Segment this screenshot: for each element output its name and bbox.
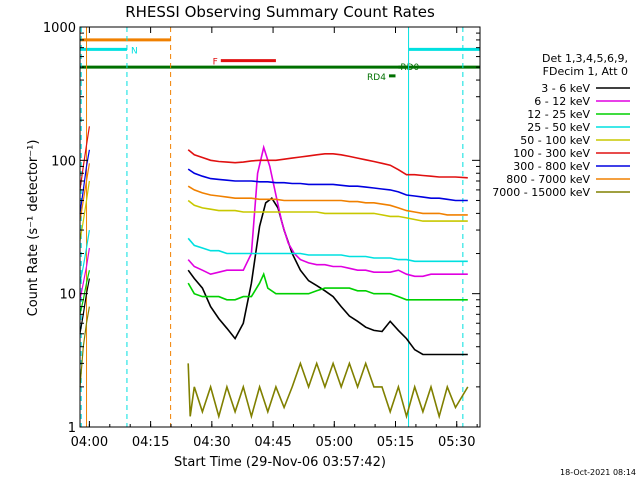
left-series-line-0 — [79, 126, 90, 190]
generated-timestamp: 18-Oct-2021 08:14 — [560, 468, 636, 477]
legend-label-3-6-kev: 3 - 6 keV — [541, 82, 590, 95]
legend-label-12-25-kev: 12 - 25 keV — [527, 108, 590, 121]
x-tick-label: 04:15 — [132, 435, 169, 450]
legend-header-line: Det 1,3,4,5,6,9, — [542, 52, 628, 65]
legend-label-50-100-kev: 50 - 100 keV — [520, 134, 590, 147]
x-tick-label: 04:30 — [193, 435, 230, 450]
left-series-line-3 — [79, 180, 90, 241]
series-line-3-6-kev — [187, 197, 468, 356]
y-tick-label: 1 — [68, 421, 76, 436]
series-line-25-50-kev — [187, 237, 468, 263]
x-tick-label: 04:45 — [254, 435, 291, 450]
flag-label-f: F — [213, 58, 218, 68]
left-series-line-5 — [79, 247, 90, 300]
series-line-100-300-kev — [187, 149, 468, 179]
legend-label-100-300-kev: 100 - 300 keV — [513, 147, 590, 160]
left-series-line-7 — [79, 278, 90, 334]
x-tick-label: 04:00 — [71, 435, 108, 450]
legend-header-line: FDecim 1, Att 0 — [543, 65, 628, 78]
flag-label-rd4: RD4 — [367, 73, 386, 83]
left-series-line-4 — [79, 230, 90, 284]
flag-label-rd0: RD0 — [400, 63, 419, 73]
y-axis-ticks: 1 10 100 1000 — [43, 21, 480, 436]
series-line-300-800-kev — [187, 168, 468, 202]
legend: Det 1,3,4,5,6,9,FDecim 1, Att 0 3 - 6 keV… — [492, 52, 630, 199]
instrument-flags: N F RD0 RD4 — [80, 38, 480, 83]
plot-frame — [79, 26, 481, 428]
series-line-800-7000-kev — [187, 185, 468, 216]
attenuator-and-night-markers — [80, 27, 464, 427]
y-tick-label: 1000 — [43, 21, 76, 36]
legend-label-300-800-kev: 300 - 800 keV — [513, 160, 590, 173]
x-tick-label: 05:15 — [377, 435, 414, 450]
left-series-line-2 — [79, 163, 90, 222]
flag-label-n: N — [131, 46, 138, 56]
legend-label-7000-15000-kev: 7000 - 15000 keV — [492, 186, 590, 199]
x-tick-label: 05:00 — [316, 435, 353, 450]
series-line-6-12-kev — [187, 144, 468, 278]
chart-title: RHESSI Observing Summary Count Rates — [125, 3, 435, 21]
series-line-12-25-kev — [187, 271, 468, 301]
left-series-line-8 — [79, 306, 90, 387]
x-tick-label: 05:30 — [438, 435, 475, 450]
y-tick-label: 100 — [51, 154, 76, 169]
series-line-7000-15000-kev — [187, 360, 469, 420]
series-line-50-100-kev — [187, 199, 468, 222]
x-axis-ticks: 04:00 04:15 04:30 04:45 05:00 05:15 05:30 — [71, 27, 478, 450]
x-axis-label: Start Time (29-Nov-06 03:57:42) — [174, 455, 386, 470]
legend-label-25-50-kev: 25 - 50 keV — [527, 121, 590, 134]
legend-label-800-7000-kev: 800 - 7000 keV — [506, 173, 590, 186]
left-series-line-1 — [79, 149, 90, 214]
y-tick-label: 10 — [59, 288, 76, 303]
series-lines — [79, 126, 469, 420]
y-axis-label: Count Rate (s⁻¹ detector⁻¹) — [26, 140, 41, 317]
legend-label-6-12-kev: 6 - 12 keV — [534, 95, 590, 108]
